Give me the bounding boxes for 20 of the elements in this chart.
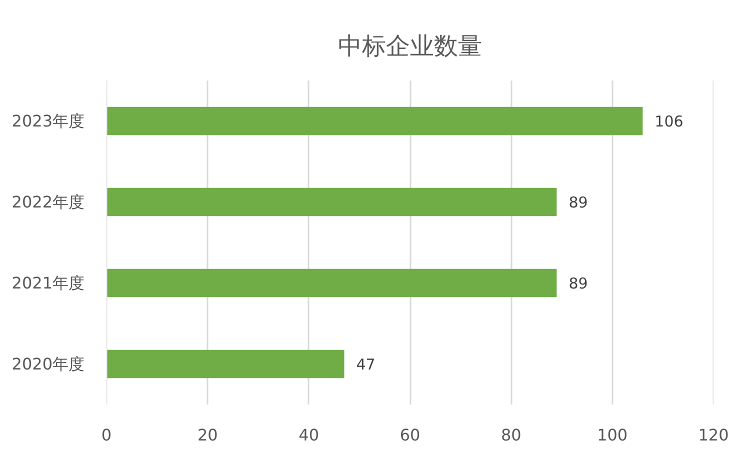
data-label: 89 — [568, 274, 588, 292]
y-tick-label: 2023年度 — [12, 112, 84, 130]
y-tick-label: 2022年度 — [12, 192, 84, 212]
chart-title: 中标企业数量 — [338, 32, 482, 60]
x-tick-label: 100 — [597, 426, 628, 444]
x-tick-label: 120 — [698, 426, 729, 444]
y-tick-label: 2021年度 — [12, 274, 84, 292]
data-label: 106 — [654, 112, 684, 130]
bar — [106, 350, 344, 378]
x-tick-label: 20 — [197, 426, 218, 444]
bar — [106, 268, 557, 298]
x-tick-label: 60 — [400, 426, 420, 444]
x-tick-label: 40 — [298, 426, 320, 444]
x-tick-label: 0 — [101, 426, 112, 444]
data-label: 89 — [568, 194, 588, 212]
bar — [106, 106, 643, 136]
x-tick-label: 80 — [500, 426, 522, 444]
bar — [106, 188, 557, 216]
data-label: 47 — [356, 356, 376, 374]
y-tick-label: 2020年度 — [12, 354, 84, 374]
